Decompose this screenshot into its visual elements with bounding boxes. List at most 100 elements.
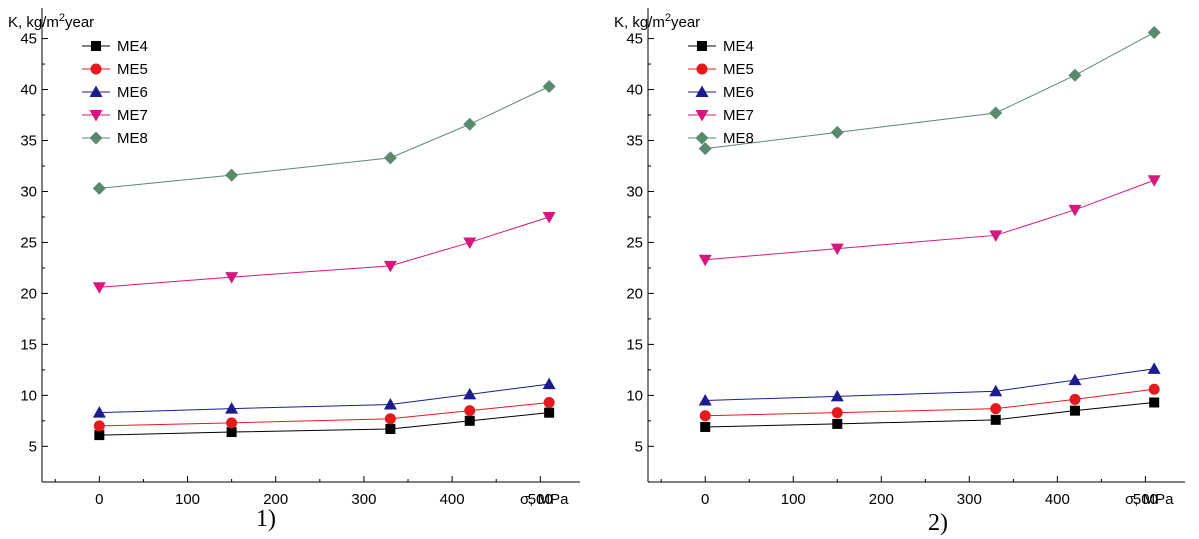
data-point (1149, 397, 1160, 408)
legend-label: ME4 (723, 38, 754, 55)
x-tick-label: 400 (1045, 491, 1070, 508)
x-tick-label: 300 (351, 491, 376, 508)
data-point (1069, 405, 1080, 416)
series-me7 (92, 211, 556, 294)
legend-marker (695, 85, 709, 97)
data-point (92, 282, 106, 294)
data-point (830, 389, 844, 402)
legend-label: ME4 (117, 38, 148, 55)
x-tick-label: 0 (701, 491, 709, 508)
data-point (464, 405, 476, 417)
y-tick-label: 5 (29, 438, 37, 455)
data-point (699, 410, 711, 422)
data-point (226, 417, 238, 429)
legend-marker (695, 110, 709, 122)
y-tick-label: 35 (626, 133, 643, 150)
data-point (989, 106, 1003, 120)
data-point (542, 79, 556, 93)
legend-marker (91, 41, 101, 51)
data-point (383, 151, 397, 165)
data-point (1147, 362, 1161, 374)
data-point (1068, 204, 1082, 217)
data-point (990, 403, 1002, 415)
y-axis-title-base: K, kg/m (8, 14, 59, 31)
y-tick-label: 15 (20, 336, 37, 353)
data-point (698, 393, 712, 406)
data-point (93, 420, 105, 432)
y-tick-label: 45 (626, 31, 643, 48)
legend-label: ME8 (723, 130, 754, 147)
legend-marker (695, 131, 709, 145)
data-point (698, 254, 712, 267)
y-tick-label: 40 (626, 82, 643, 99)
legend-label: ME5 (723, 61, 754, 78)
legend: ME4 ME5 ME6 ME7 ME8 (82, 38, 148, 147)
y-axis-title: K, kg/m2year (614, 12, 700, 31)
series-me5 (699, 383, 1160, 422)
legend-marker (89, 85, 103, 97)
series-line (705, 32, 1155, 150)
data-point (225, 272, 239, 284)
data-point (385, 423, 396, 434)
data-point (989, 384, 1003, 397)
legend-label: ME8 (117, 130, 148, 147)
legend-label: ME5 (117, 61, 148, 78)
y-tick-label: 5 (635, 438, 643, 455)
series-me8 (698, 25, 1161, 156)
y-axis-title-tail: year (65, 14, 94, 31)
legend: ME4 ME5 ME6 ME7 ME8 (688, 38, 754, 147)
y-tick-label: 35 (20, 133, 37, 150)
y-tick-label: 40 (20, 82, 37, 99)
data-point (226, 427, 237, 438)
legend-marker (89, 131, 103, 145)
data-point (463, 237, 477, 249)
data-point (542, 377, 556, 390)
series-line (705, 179, 1155, 261)
data-point (698, 142, 712, 156)
data-point (543, 396, 555, 408)
y-tick-label: 25 (20, 234, 37, 251)
data-point (1148, 383, 1160, 395)
data-point (383, 260, 397, 273)
y-axis-title-tail: year (671, 14, 700, 31)
y-tick-label: 20 (626, 285, 643, 302)
data-point (990, 414, 1001, 425)
data-point (383, 398, 397, 410)
data-point (463, 117, 477, 131)
data-point (384, 413, 396, 425)
y-tick-label: 15 (626, 336, 643, 353)
y-axis-title-base: K, kg/m (614, 14, 665, 31)
y-tick-label: 10 (626, 387, 643, 404)
y-axis-title-superscript: 2 (59, 12, 65, 24)
x-axis-title: σ, MPa (520, 491, 569, 508)
x-tick-label: 500 (1133, 491, 1158, 508)
data-point (1069, 393, 1081, 405)
legend-label: ME6 (723, 84, 754, 101)
series-me6 (92, 377, 556, 418)
y-axis-title-superscript: 2 (665, 12, 671, 24)
x-axis-title: σ, MPa (1125, 491, 1174, 508)
series-line (99, 86, 550, 189)
legend-marker (697, 41, 707, 51)
data-point (831, 407, 843, 419)
data-point (1147, 175, 1161, 187)
legend-marker (696, 63, 708, 75)
x-tick-label: 200 (263, 491, 288, 508)
x-tick-label: 0 (95, 491, 103, 508)
series-me6 (698, 362, 1161, 406)
data-point (94, 430, 105, 441)
data-point (830, 243, 844, 256)
y-tick-label: 30 (626, 183, 643, 200)
y-tick-label: 30 (20, 183, 37, 200)
series-me4 (700, 397, 1160, 432)
panel-label: 1) (256, 506, 276, 532)
panel-label: 2) (928, 510, 948, 536)
series-me4 (94, 407, 555, 441)
legend-marker (89, 110, 103, 122)
data-point (542, 211, 556, 224)
series-line (705, 401, 1155, 428)
data-point (544, 407, 555, 418)
x-tick-label: 100 (781, 491, 806, 508)
series-me5 (93, 396, 555, 432)
